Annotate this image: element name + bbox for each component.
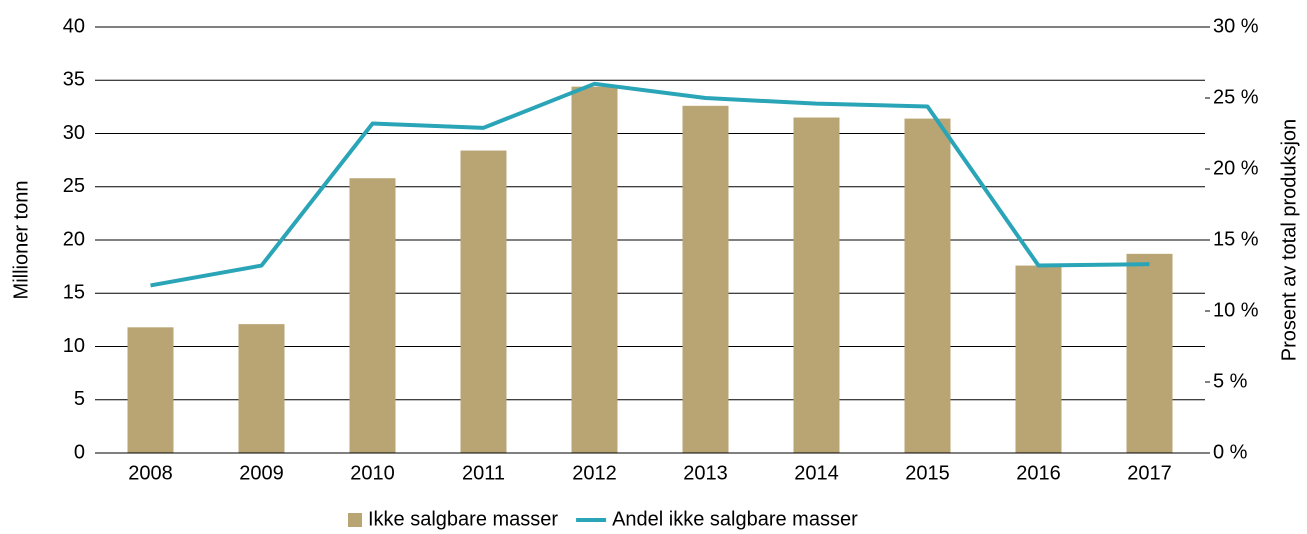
bar (904, 118, 951, 453)
bar (238, 324, 285, 453)
y2-tick-label: 5 % (1213, 370, 1248, 392)
x-tick-label: 2010 (350, 462, 395, 484)
x-tick-label: 2014 (794, 462, 839, 484)
y-tick-label: 30 (63, 122, 85, 144)
bar (1015, 265, 1062, 453)
y-tick-label: 25 (63, 175, 85, 197)
x-tick-label: 2011 (462, 462, 505, 484)
y2-tick-label: 10 % (1213, 299, 1259, 321)
x-tick-label: 2012 (572, 462, 617, 484)
x-tick-label: 2017 (1127, 462, 1172, 484)
line (150, 81, 1150, 288)
x-tick-label: 2015 (905, 462, 950, 484)
bar (1126, 253, 1173, 453)
y2-tick-label: 15 % (1213, 228, 1259, 250)
legend-swatch (348, 513, 362, 527)
y-axis-label: Millioner tonn (10, 181, 32, 300)
x-tick-label: 2009 (239, 462, 284, 484)
y2-axis-label: Prosent av total produksjon (1278, 119, 1300, 361)
bar (682, 105, 729, 453)
y-tick-label: 40 (63, 15, 85, 37)
bar (460, 150, 507, 454)
y-tick-label: 15 (63, 282, 85, 304)
y-tick-label: 0 (74, 441, 85, 463)
bar (571, 86, 618, 453)
x-tick-label: 2016 (1016, 462, 1061, 484)
y2-tick-label: 30 % (1213, 15, 1259, 37)
legend-label: Andel ikke salgbare masser (612, 508, 858, 530)
y2-tick-label: 25 % (1213, 86, 1259, 108)
y2-tick-label: 0 % (1213, 441, 1248, 463)
bar (127, 327, 174, 453)
y-tick-label: 10 (63, 335, 85, 357)
x-tick-label: 2013 (683, 462, 728, 484)
y-tick-label: 35 (63, 69, 85, 91)
y-tick-label: 20 (63, 228, 85, 250)
bar (349, 178, 396, 454)
x-tick-label: 2008 (128, 462, 173, 484)
y-tick-label: 5 (74, 388, 85, 410)
y2-tick-label: 20 % (1213, 157, 1259, 179)
legend-label: Ikke salgbare masser (368, 508, 558, 530)
bar (793, 117, 840, 454)
